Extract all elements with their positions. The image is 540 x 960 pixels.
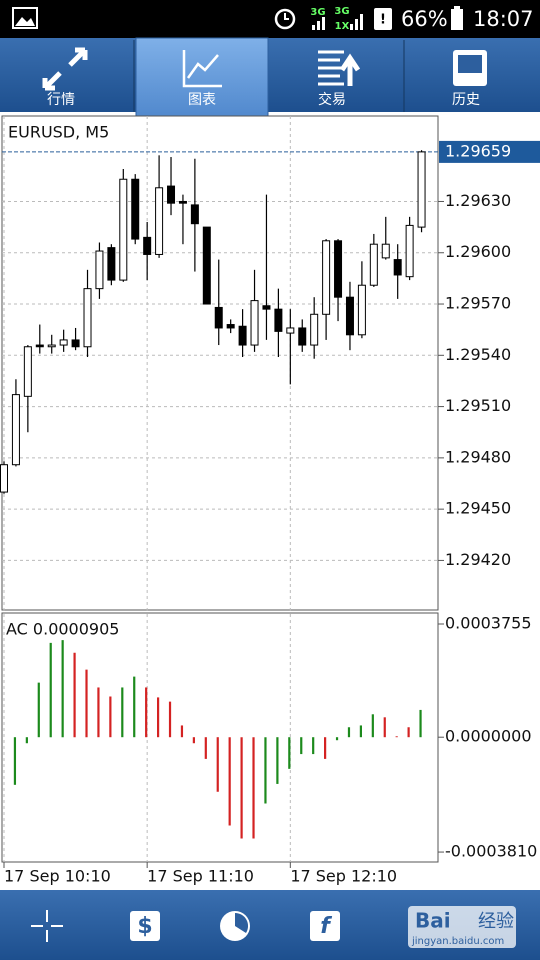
indicator-panel [1, 612, 439, 863]
x-tick-label: 17 Sep 11:10 [147, 867, 254, 886]
candle-body [131, 178, 140, 240]
battery-tip [454, 6, 460, 9]
candle-body [47, 344, 56, 348]
indicators-icon[interactable]: $ [137, 914, 152, 939]
watermark-url: jingyan.baidu.com [411, 936, 504, 947]
candle-body [310, 313, 319, 346]
candle-body [274, 308, 283, 332]
candle-body [155, 187, 164, 255]
candle-body [202, 226, 211, 305]
history-icon-screen[interactable] [458, 55, 482, 73]
candle-body [334, 240, 343, 298]
price-panel [1, 115, 439, 611]
tab-selected[interactable] [135, 37, 269, 121]
candle-body [107, 247, 116, 281]
candle-body [143, 236, 152, 255]
watermark-brand: 经验 [478, 911, 514, 932]
candle-body [95, 250, 104, 290]
status-bar [0, 0, 540, 38]
candle-body [262, 305, 271, 310]
y-tick-label: 1.29420 [445, 550, 511, 569]
tab-label[interactable]: 图表 [188, 92, 216, 108]
candle-body [238, 325, 247, 346]
network-label: 3G [334, 6, 349, 17]
candle-body [167, 185, 176, 204]
tab-bar [0, 38, 540, 112]
candle-body [214, 306, 223, 329]
gallery-icon [12, 7, 38, 29]
network-label: 1X [335, 21, 350, 32]
candle-body [83, 288, 92, 348]
y-tick-label: 1.29540 [445, 345, 511, 364]
trade-arrow[interactable] [339, 53, 361, 86]
candle-body [322, 240, 331, 315]
candle-body [0, 464, 8, 493]
candle-body [357, 284, 366, 336]
candle-body [35, 344, 44, 348]
candle-body [190, 204, 199, 225]
objects-button[interactable] [310, 911, 340, 941]
battery-icon [451, 9, 463, 30]
tab-label[interactable]: 交易 [318, 91, 346, 108]
gallery-icon-shape [15, 17, 35, 26]
indicator-title: AC 0.0000905 [6, 620, 119, 639]
candle-body [226, 324, 235, 329]
trade-icon[interactable] [318, 50, 344, 86]
y-tick-label: 1.29570 [445, 294, 511, 313]
candle-body [405, 224, 414, 278]
y-tick-label: 1.29600 [445, 242, 511, 261]
candle-body [250, 300, 259, 346]
candle-body [417, 151, 426, 228]
tab-label[interactable]: 行情 [47, 92, 75, 108]
y-tick-label: 0.0000000 [445, 727, 532, 746]
y-tick-label: -0.0003810 [445, 842, 537, 861]
indicators-button[interactable] [130, 911, 160, 941]
candle-body [393, 259, 402, 276]
chart-icon[interactable] [182, 50, 222, 88]
plot-layer [0, 116, 444, 868]
tab-label[interactable]: 历史 [452, 92, 480, 108]
y-tick-label: 1.29630 [445, 191, 511, 210]
clock: 18:07 [473, 7, 534, 31]
y-tick-label: 1.29510 [445, 396, 511, 415]
candle-body [286, 327, 295, 334]
candle-body [178, 200, 187, 204]
candle-body [345, 296, 354, 336]
candle-body [119, 178, 128, 281]
x-tick-label: 17 Sep 10:10 [4, 867, 111, 886]
y-tick-label: 1.29450 [445, 499, 511, 518]
sim-icon [374, 8, 392, 30]
chart-title: EURUSD, M5 [8, 123, 109, 142]
objects-icon[interactable]: f [320, 914, 332, 939]
alarm-hands [284, 13, 289, 20]
period-icon[interactable] [235, 912, 249, 933]
alarm-icon [274, 8, 296, 30]
quotes-icon[interactable] [42, 47, 88, 91]
candle-body [23, 346, 32, 397]
watermark-bg [408, 906, 516, 948]
candle-body [11, 394, 20, 466]
watermark-brand: Bai [415, 909, 451, 933]
signal-icon [350, 14, 363, 30]
candle-body [381, 243, 390, 259]
sim-icon-mark: ! [380, 13, 386, 28]
current-price-box [439, 140, 540, 163]
x-tick-label: 17 Sep 12:10 [290, 867, 397, 886]
y-tick-label: 0.0003755 [445, 614, 532, 633]
candle-body [298, 327, 307, 346]
signal-icon [312, 17, 325, 30]
current-price-label: 1.29659 [445, 141, 511, 160]
battery-percent: 66% [401, 7, 448, 31]
candle-body [369, 243, 378, 286]
y-tick-label: 1.29480 [445, 447, 511, 466]
crosshair-button[interactable] [31, 910, 63, 942]
network-label: 3G [310, 7, 325, 18]
candle-body [59, 339, 68, 346]
candle-body [71, 339, 80, 348]
